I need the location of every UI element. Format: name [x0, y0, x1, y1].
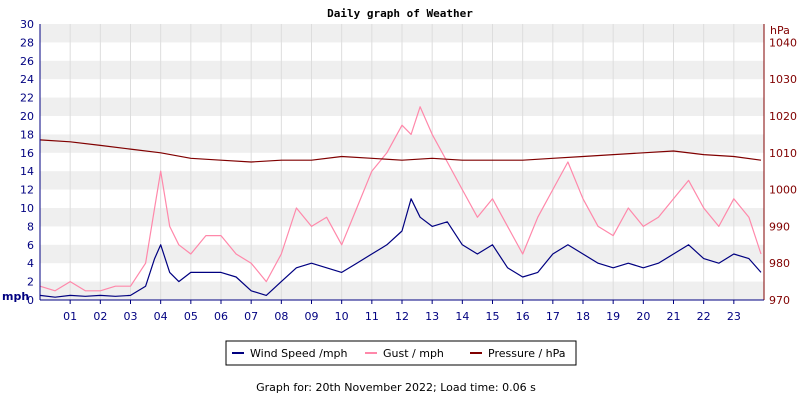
- x-tick-label: 16: [516, 310, 530, 323]
- x-tick-label: 06: [214, 310, 228, 323]
- x-tick-label: 14: [455, 310, 469, 323]
- x-tick-label: 05: [184, 310, 198, 323]
- x-tick-label: 12: [395, 310, 409, 323]
- legend-label: Gust / mph: [383, 347, 444, 360]
- x-tick-label: 09: [305, 310, 319, 323]
- x-tick-label: 17: [546, 310, 560, 323]
- right-tick-label: 1000: [769, 184, 797, 197]
- right-tick-label: 990: [769, 220, 790, 233]
- x-tick-label: 10: [335, 310, 349, 323]
- x-tick-label: 11: [365, 310, 379, 323]
- x-tick-label: 19: [606, 310, 620, 323]
- x-tick-label: 22: [697, 310, 711, 323]
- series-line-wind-speed-mph: [39, 198, 762, 298]
- left-tick-label: 26: [20, 55, 34, 68]
- left-tick-label: 28: [20, 36, 34, 49]
- x-tick-label: 15: [486, 310, 500, 323]
- right-tick-label: 970: [769, 294, 790, 307]
- right-tick-label: 1020: [769, 110, 797, 123]
- left-tick-label: 16: [20, 147, 34, 160]
- x-tick-label: 01: [63, 310, 77, 323]
- x-tick-label: 03: [124, 310, 138, 323]
- series-layer: [39, 106, 762, 298]
- left-tick-label: 6: [27, 239, 34, 252]
- right-tick-label: 1010: [769, 147, 797, 160]
- x-tick-label: 23: [727, 310, 741, 323]
- left-tick-label: 10: [20, 202, 34, 215]
- right-axis-unit: hPa: [770, 24, 790, 37]
- left-tick-label: 30: [20, 18, 34, 31]
- legend: Wind Speed /mph Gust / mph Pressure / hPa: [225, 340, 577, 366]
- x-tick-label: 21: [667, 310, 681, 323]
- left-tick-label: 8: [27, 220, 34, 233]
- right-tick-label: 1030: [769, 73, 797, 86]
- x-tick-label: 02: [93, 310, 107, 323]
- x-tick-label: 04: [154, 310, 168, 323]
- right-axis-ticks: 970 980 990 1000 1010 1020 1030 1040: [769, 36, 797, 307]
- left-tick-label: 14: [20, 165, 34, 178]
- x-tick-label: 13: [425, 310, 439, 323]
- left-tick-label: 24: [20, 73, 34, 86]
- x-tick-label: 18: [576, 310, 590, 323]
- left-tick-label: 4: [27, 257, 34, 270]
- x-tick-label: 20: [636, 310, 650, 323]
- chart-title: Daily graph of Weather: [327, 7, 473, 20]
- left-axis-unit: mph: [2, 290, 29, 303]
- left-tick-label: 18: [20, 128, 34, 141]
- legend-label: Wind Speed /mph: [250, 347, 348, 360]
- series-line-pressure-hpa: [39, 139, 762, 163]
- right-tick-label: 980: [769, 257, 790, 270]
- right-tick-label: 1040: [769, 36, 797, 49]
- legend-label: Pressure / hPa: [488, 347, 566, 360]
- left-tick-label: 22: [20, 92, 34, 105]
- x-tick-label: 07: [244, 310, 258, 323]
- legend-box: [225, 340, 577, 366]
- x-tick-label: 08: [274, 310, 288, 323]
- left-tick-label: 12: [20, 184, 34, 197]
- footer-text: Graph for: 20th November 2022; Load time…: [256, 381, 536, 394]
- left-tick-label: 2: [27, 276, 34, 289]
- series-line-gust-mph: [39, 106, 762, 292]
- left-tick-label: 20: [20, 110, 34, 123]
- x-axis-ticks: 01 02 03 04 05 06 07 08 09 10 11 12 13 14 15 16 17 18 19 20…: [63, 300, 741, 323]
- left-tick-label: 0: [27, 294, 34, 307]
